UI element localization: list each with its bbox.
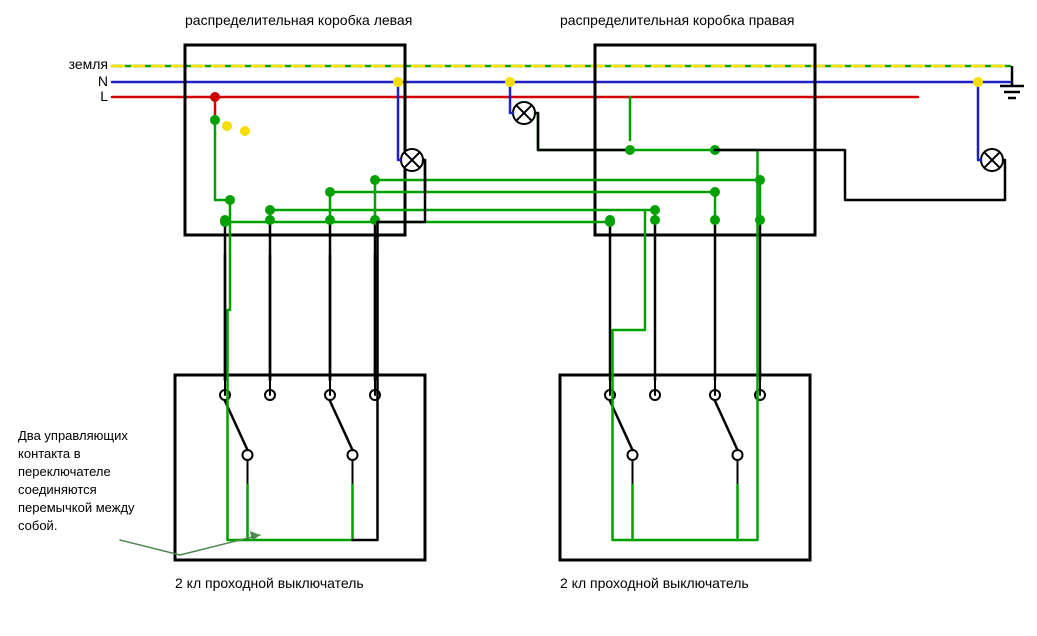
wire (650, 205, 660, 215)
wire (325, 215, 335, 225)
wire (228, 200, 248, 540)
wire (625, 145, 635, 155)
wire (248, 485, 353, 540)
annotation-line-4: перемычкой между (18, 500, 135, 515)
junction-box-right (595, 45, 815, 235)
wire (265, 215, 275, 225)
label-neutral: N (98, 73, 108, 89)
wire (325, 187, 335, 197)
label-switch-left: 2 кл проходной выключатель (175, 575, 364, 591)
wire (605, 217, 615, 227)
label-jbox-right: распределительная коробка правая (560, 12, 795, 28)
wire (225, 195, 235, 205)
wire (505, 77, 515, 87)
label-switch-right: 2 кл проходной выключатель (560, 575, 749, 591)
switch-box-left (175, 375, 425, 560)
annotation-arrow (120, 535, 260, 555)
wire (210, 115, 220, 125)
wire (348, 450, 358, 460)
wire (330, 401, 353, 450)
wire (220, 217, 230, 227)
wire (375, 180, 760, 220)
annotation-line-2: переключателе (18, 464, 111, 479)
junction-box-left (185, 45, 405, 235)
wire (243, 450, 253, 460)
wire (265, 205, 275, 215)
wire (715, 401, 738, 450)
wire (538, 113, 715, 150)
wire (535, 113, 630, 150)
annotation-line-0: Два управляющих (18, 428, 128, 443)
wire (222, 121, 232, 131)
switch-box-right (560, 375, 810, 560)
wire (710, 187, 720, 197)
wire (973, 77, 983, 87)
label-earth: земля (69, 56, 108, 72)
wire (978, 82, 981, 160)
wire (353, 160, 426, 540)
wire (240, 126, 250, 136)
wire (370, 175, 380, 185)
wire (733, 450, 743, 460)
lamp-2 (513, 102, 535, 124)
wire (710, 215, 720, 225)
wire (398, 82, 401, 160)
label-jbox-left: распределительная коробка левая (185, 12, 412, 28)
wire (715, 150, 758, 540)
label-live: L (100, 88, 108, 104)
wire (633, 485, 738, 540)
lamp-1 (401, 149, 423, 171)
wire (215, 120, 230, 200)
annotation-line-3: соединяются (18, 482, 97, 497)
wire (393, 77, 403, 87)
annotation-line-5: собой. (18, 518, 57, 533)
annotation-line-1: контакта в (18, 446, 81, 461)
lamp-3 (981, 149, 1003, 171)
wire (650, 215, 660, 225)
wire (628, 450, 638, 460)
